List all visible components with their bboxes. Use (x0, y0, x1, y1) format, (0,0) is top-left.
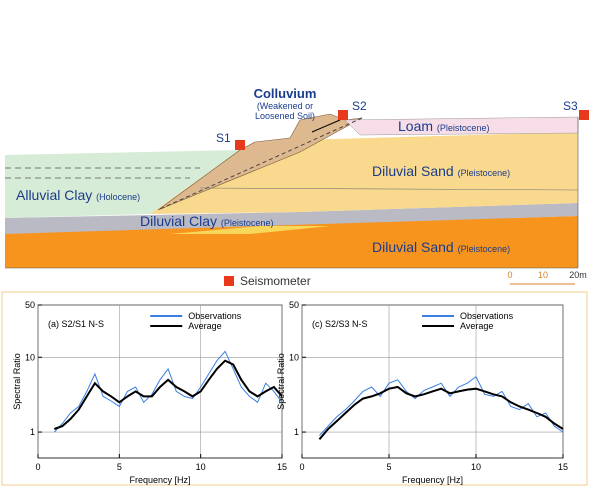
legend-label: Seismometer (240, 274, 311, 288)
layer-age: (Pleistocene) (437, 123, 490, 133)
seismometer (338, 110, 348, 120)
seismometer (579, 110, 589, 120)
chart-title: (a) S2/S1 N-S (48, 319, 104, 329)
layer-age: (Pleistocene) (458, 244, 511, 254)
y-tick-label: 1 (30, 427, 35, 437)
colluvium-label: Colluvium (254, 86, 317, 101)
seismometer (235, 140, 245, 150)
x-tick-label: 10 (196, 462, 206, 472)
y-tick-label: 10 (289, 352, 299, 362)
layer-age: (Pleistocene) (458, 168, 511, 178)
scale-label: 20m (569, 270, 587, 280)
colluvium-note: (Weakened or (257, 101, 313, 111)
legend-label: Observations (460, 311, 514, 321)
x-tick-label: 0 (35, 462, 40, 472)
legend-swatch (224, 276, 234, 286)
scale-label: 0 (507, 270, 512, 280)
station-label: S1 (216, 131, 231, 145)
layer-age: (Holocene) (96, 192, 140, 202)
station-label: S3 (563, 99, 578, 113)
legend-label: Average (460, 321, 493, 331)
y-tick-label: 50 (25, 300, 35, 310)
layer-name: Alluvial Clay (16, 187, 92, 203)
layer-name: Diluvial Sand (372, 239, 454, 255)
x-axis-label: Frequency [Hz] (402, 475, 463, 485)
y-tick-label: 10 (25, 352, 35, 362)
station-label: S2 (352, 99, 367, 113)
layer-age: (Pleistocene) (221, 218, 274, 228)
x-tick-label: 10 (471, 462, 481, 472)
x-axis-label: Frequency [Hz] (129, 475, 190, 485)
y-axis-label: Spectral Ratio (276, 353, 286, 410)
y-tick-label: 1 (294, 427, 299, 437)
y-axis-label: Spectral Ratio (12, 353, 22, 410)
x-tick-label: 15 (558, 462, 568, 472)
layer-name: Diluvial Clay (140, 213, 217, 229)
chart-title: (c) S2/S3 N-S (312, 319, 368, 329)
legend-label: Observations (188, 311, 242, 321)
legend-label: Average (188, 321, 221, 331)
x-tick-label: 0 (299, 462, 304, 472)
scale-label: 10 (538, 270, 548, 280)
colluvium-note: Loosened Soil) (255, 111, 315, 121)
x-tick-label: 5 (117, 462, 122, 472)
layer-name: Diluvial Sand (372, 163, 454, 179)
figure: S1 S2 S3 Colluvium (Weakened or Loosened… (0, 0, 589, 486)
y-tick-label: 50 (289, 300, 299, 310)
x-tick-label: 15 (277, 462, 287, 472)
x-tick-label: 5 (386, 462, 391, 472)
layer-name: Loam (398, 118, 433, 134)
